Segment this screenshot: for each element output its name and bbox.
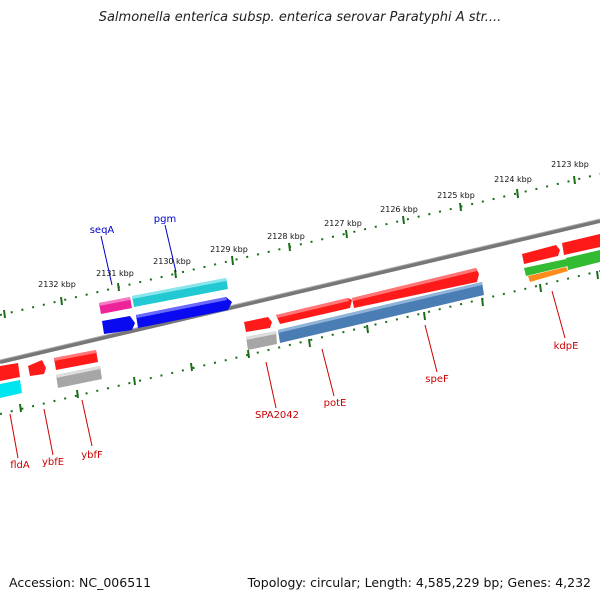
gene-highlight [352,268,477,301]
gene-red-arrow[interactable] [244,317,272,332]
outer-minor-ticks [0,173,600,316]
leader-pgm [164,224,177,273]
inner-major-tick [423,311,426,321]
inner-major-tick [190,362,193,372]
gene-kdpE-arrow[interactable] [524,259,568,276]
gene-label-ybfE[interactable]: ybfE [42,457,64,468]
leader-speF [424,324,438,373]
gene-label-pgm[interactable]: pgm [154,214,176,225]
genome-summary-text: Topology: circular; Length: 4,585,229 bp… [247,575,591,590]
inner-major-tick [247,349,250,359]
kbp-label: 2129 kbp [210,245,248,254]
gene-highlight [132,278,226,299]
kbp-label: 2131 kbp [96,269,134,278]
gene-highlight [99,297,130,306]
major-tick-2131 [117,282,120,292]
inner-major-tick [308,338,311,348]
gene-highlight [246,331,276,340]
inner-major-tick [19,403,22,413]
major-tick-2126 [402,215,405,225]
gene-ybfF-arrow[interactable] [56,366,102,388]
leader-SPA2042 [265,361,277,409]
major-tick-2130 [174,269,177,279]
kbp-labels: 2123 kbp 2124 kbp 2125 kbp 2126 kbp 2127… [38,160,589,289]
accession-text: Accession: NC_006511 [9,575,152,590]
inner-major-tick [133,376,136,386]
kbp-label: 2125 kbp [437,191,475,200]
gene-ybfE-arrow[interactable] [54,350,98,370]
gene-highlight [278,282,482,333]
kbp-label: 2127 kbp [324,219,362,228]
genome-backbone [0,219,600,364]
outer-tick-scale [0,173,600,319]
gene-seqA-arrow[interactable] [99,297,132,314]
leader-ybfE [43,408,54,456]
gene-blue-long-arrow[interactable] [136,297,232,328]
gene-steelblue-arrow[interactable] [278,282,484,343]
gene-label-potE[interactable]: potE [324,398,347,409]
gene-label-SPA2042[interactable]: SPA2042 [255,410,299,421]
kbp-label: 2132 kbp [38,280,76,289]
kbp-label: 2124 kbp [494,175,532,184]
gene-green-arrow-edge[interactable] [566,250,600,270]
leader-fldA [9,413,19,459]
gene-label-seqA[interactable]: seqA [90,225,115,236]
major-tick-2128 [288,242,291,252]
map-title: Salmonella enterica subsp. enterica sero… [98,10,502,25]
genome-backbone-highlight [0,218,600,361]
gene-highlight [54,350,96,361]
gene-label-fldA[interactable]: fldA [10,460,30,471]
gene-orange-arrow[interactable] [528,267,568,282]
gene-labels: seqA pgm kdpE speF potE SPA2042 ybfF ybf… [10,214,578,471]
inner-major-tick [539,283,542,293]
major-tick-2124 [516,188,519,199]
major-tick-2127 [345,229,348,239]
inner-major-tick [366,324,369,334]
major-tick-2123 [573,175,576,185]
gene-label-leaders [9,224,566,459]
major-tick-2129 [231,255,234,266]
gene-red-arrow-right[interactable] [522,245,560,264]
kbp-label: 2126 kbp [380,205,418,214]
inner-major-tick [481,297,484,307]
leader-seqA [100,235,113,286]
gene-fldA-arrow[interactable] [0,380,22,398]
leader-ybfF [81,399,93,447]
major-tick-2132 [60,296,63,306]
gene-label-speF[interactable]: speF [425,374,449,385]
major-tick-2125 [459,202,462,212]
kbp-label: 2123 kbp [551,160,589,169]
major-tick-2133 [3,309,6,319]
leader-kdpE [551,290,566,339]
gene-highlight [56,366,100,378]
gene-label-kdpE[interactable]: kdpE [554,341,579,352]
gene-blue-small-arrow[interactable] [102,316,135,334]
gene-red-arrow-left-edge[interactable] [0,363,20,381]
kbp-label: 2130 kbp [153,257,191,266]
gene-label-ybfF[interactable]: ybfF [81,450,103,461]
inner-major-tick [76,389,79,399]
forward-genes [99,234,600,334]
kbp-label: 2128 kbp [267,232,305,241]
leader-potE [321,348,335,397]
reverse-genes [0,282,484,398]
gene-red-arrow-edge[interactable] [562,234,600,255]
gene-pgm-arrow[interactable] [132,278,228,307]
inner-major-tick [596,270,599,280]
inner-minor-ticks [0,270,600,415]
gene-highlight [136,297,227,318]
gene-red-arrow-small[interactable] [28,360,46,376]
inner-tick-scale [0,270,600,415]
gene-highlight [276,298,349,318]
